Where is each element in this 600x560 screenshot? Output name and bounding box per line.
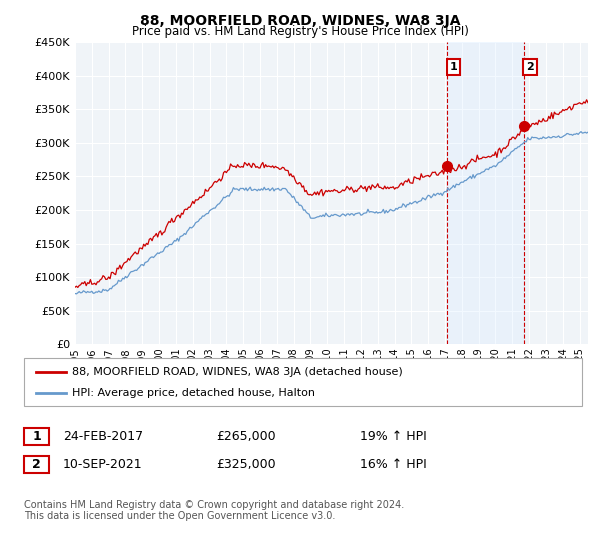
Text: 88, MOORFIELD ROAD, WIDNES, WA8 3JA (detached house): 88, MOORFIELD ROAD, WIDNES, WA8 3JA (det…: [72, 367, 403, 377]
Text: 2: 2: [526, 62, 534, 72]
Text: 24-FEB-2017: 24-FEB-2017: [63, 430, 143, 444]
Text: £325,000: £325,000: [216, 458, 275, 472]
Text: 1: 1: [449, 62, 457, 72]
Text: 10-SEP-2021: 10-SEP-2021: [63, 458, 143, 472]
Text: 1: 1: [32, 430, 41, 444]
Text: 88, MOORFIELD ROAD, WIDNES, WA8 3JA: 88, MOORFIELD ROAD, WIDNES, WA8 3JA: [140, 14, 460, 28]
Bar: [447, 42, 524, 344]
Text: £265,000: £265,000: [216, 430, 275, 444]
Text: Price paid vs. HM Land Registry's House Price Index (HPI): Price paid vs. HM Land Registry's House …: [131, 25, 469, 38]
Text: 19% ↑ HPI: 19% ↑ HPI: [360, 430, 427, 444]
Text: Contains HM Land Registry data © Crown copyright and database right 2024.
This d: Contains HM Land Registry data © Crown c…: [24, 500, 404, 521]
Text: 16% ↑ HPI: 16% ↑ HPI: [360, 458, 427, 472]
Text: HPI: Average price, detached house, Halton: HPI: Average price, detached house, Halt…: [72, 388, 315, 398]
Text: 2: 2: [32, 458, 41, 472]
